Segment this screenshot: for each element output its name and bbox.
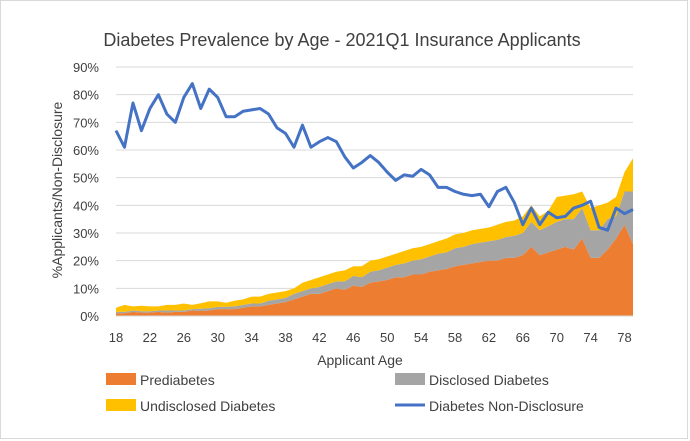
x-tick-label: 18 xyxy=(109,330,123,345)
x-tick-label: 70 xyxy=(549,330,563,345)
y-tick-label: 80% xyxy=(73,88,99,103)
x-tick-label: 58 xyxy=(448,330,462,345)
y-tick-label: 50% xyxy=(73,171,99,186)
x-axis-ticks: 18 22 26 30 34 38 42 46 50 54 58 62 66 70 74 78 xyxy=(109,330,632,345)
y-tick-label: 70% xyxy=(73,115,99,130)
legend-item-diabetes-non-disclosure: Diabetes Non-Disclosure xyxy=(395,398,584,414)
x-tick-label: 30 xyxy=(210,330,224,345)
y-tick-label: 40% xyxy=(73,198,99,213)
x-tick-label: 50 xyxy=(380,330,394,345)
y-tick-label: 0% xyxy=(80,309,99,324)
x-tick-label: 62 xyxy=(482,330,496,345)
y-tick-label: 30% xyxy=(73,226,99,241)
x-tick-label: 78 xyxy=(617,330,631,345)
y-tick-label: 60% xyxy=(73,143,99,158)
x-tick-label: 38 xyxy=(278,330,292,345)
legend-item-undisclosed-diabetes: Undisclosed Diabetes xyxy=(106,398,275,414)
x-tick-label: 74 xyxy=(583,330,597,345)
line-diabetes-non-disclosure xyxy=(114,82,634,232)
legend-label-diabetes-non-disclosure: Diabetes Non-Disclosure xyxy=(429,398,584,414)
legend-label-disclosed-diabetes: Disclosed Diabetes xyxy=(429,372,549,388)
x-tick-label: 66 xyxy=(516,330,530,345)
x-tick-label: 34 xyxy=(244,330,258,345)
area-prediabetes xyxy=(116,224,633,316)
y-axis-ticks: 0% 10% 20% 30% 40% 50% 60% 70% 80% 90% xyxy=(73,60,99,324)
legend: Prediabetes Disclosed Diabetes Undisclos… xyxy=(106,372,584,414)
legend-label-undisclosed-diabetes: Undisclosed Diabetes xyxy=(140,398,275,414)
x-axis-title: Applicant Age xyxy=(317,352,403,368)
legend-swatch-undisclosed-diabetes xyxy=(106,399,136,411)
y-tick-label: 90% xyxy=(73,60,99,75)
legend-item-disclosed-diabetes: Disclosed Diabetes xyxy=(395,372,549,388)
y-tick-label: 20% xyxy=(73,254,99,269)
x-tick-label: 26 xyxy=(177,330,191,345)
chart-title: Diabetes Prevalence by Age - 2021Q1 Insu… xyxy=(103,30,580,50)
legend-label-prediabetes: Prediabetes xyxy=(140,372,215,388)
legend-item-prediabetes: Prediabetes xyxy=(106,372,215,388)
legend-swatch-disclosed-diabetes xyxy=(395,373,425,385)
line-layer xyxy=(114,82,634,232)
x-tick-label: 54 xyxy=(414,330,428,345)
x-tick-label: 42 xyxy=(312,330,326,345)
y-axis-title: %Applicants/Non-Disclosure xyxy=(49,101,65,278)
x-tick-label: 22 xyxy=(143,330,157,345)
y-tick-label: 10% xyxy=(73,281,99,296)
legend-swatch-prediabetes xyxy=(106,373,136,385)
stacked-areas xyxy=(116,158,633,316)
x-tick-label: 46 xyxy=(346,330,360,345)
